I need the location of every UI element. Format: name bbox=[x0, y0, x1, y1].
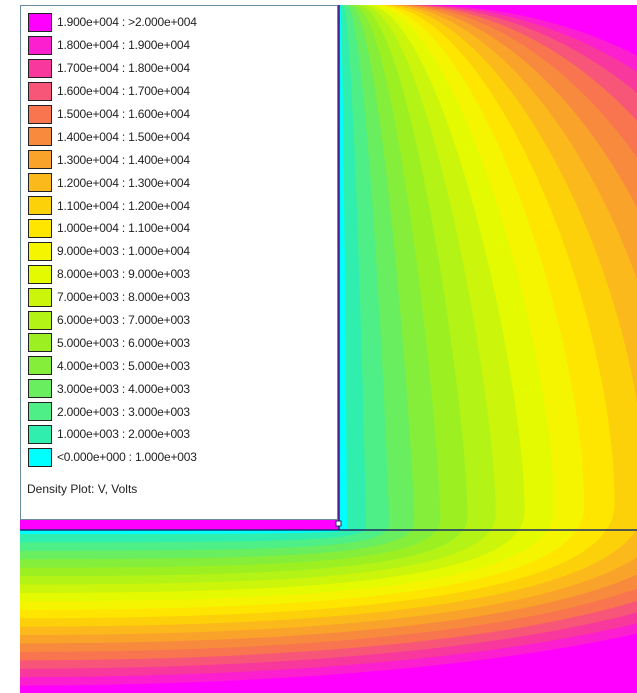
legend-item: 1.700e+004 : 1.800e+004 bbox=[28, 57, 197, 80]
legend-swatch bbox=[28, 424, 52, 444]
legend-item: 6.000e+003 : 7.000e+003 bbox=[28, 309, 197, 332]
legend-item: 1.500e+004 : 1.600e+004 bbox=[28, 103, 197, 126]
legend-item: 5.000e+003 : 6.000e+003 bbox=[28, 331, 197, 354]
legend-label: 1.800e+004 : 1.900e+004 bbox=[57, 38, 190, 53]
legend-label: 1.600e+004 : 1.700e+004 bbox=[57, 84, 190, 99]
legend-label: <0.000e+000 : 1.000e+003 bbox=[57, 450, 197, 465]
legend-item: 1.100e+004 : 1.200e+004 bbox=[28, 194, 197, 217]
legend-label: 8.000e+003 : 9.000e+003 bbox=[57, 267, 190, 282]
plot-caption: Density Plot: V, Volts bbox=[27, 482, 138, 496]
legend-swatch bbox=[28, 287, 52, 307]
legend-label: 1.000e+003 : 2.000e+003 bbox=[57, 427, 190, 442]
legend-item: <0.000e+000 : 1.000e+003 bbox=[28, 446, 197, 469]
legend-swatch bbox=[28, 310, 52, 330]
legend-swatch bbox=[28, 333, 52, 353]
legend-swatch bbox=[28, 447, 52, 467]
legend-item: 1.800e+004 : 1.900e+004 bbox=[28, 34, 197, 57]
legend-label: 1.100e+004 : 1.200e+004 bbox=[57, 198, 190, 213]
legend-label: 6.000e+003 : 7.000e+003 bbox=[57, 313, 190, 328]
legend-item: 3.000e+003 : 4.000e+003 bbox=[28, 377, 197, 400]
legend-swatch bbox=[28, 356, 52, 376]
potential-field-bands bbox=[20, 5, 637, 693]
legend-label: 1.300e+004 : 1.400e+004 bbox=[57, 152, 190, 167]
legend-item: 8.000e+003 : 9.000e+003 bbox=[28, 263, 197, 286]
legend-item: 7.000e+003 : 8.000e+003 bbox=[28, 286, 197, 309]
legend-label: 7.000e+003 : 8.000e+003 bbox=[57, 290, 190, 305]
legend-label: 2.000e+003 : 3.000e+003 bbox=[57, 404, 190, 419]
legend-label: 5.000e+003 : 6.000e+003 bbox=[57, 335, 190, 350]
legend-swatch bbox=[28, 104, 52, 124]
corner-node-marker bbox=[335, 520, 342, 527]
legend-label: 4.000e+003 : 5.000e+003 bbox=[57, 358, 190, 373]
legend-item: 1.200e+004 : 1.300e+004 bbox=[28, 171, 197, 194]
legend-swatch bbox=[28, 218, 52, 238]
legend-label: 1.000e+004 : 1.100e+004 bbox=[57, 221, 190, 236]
legend-swatch bbox=[28, 196, 52, 216]
legend-item: 1.300e+004 : 1.400e+004 bbox=[28, 148, 197, 171]
legend-swatch bbox=[28, 12, 52, 32]
legend-swatch bbox=[28, 127, 52, 147]
legend-label: 1.200e+004 : 1.300e+004 bbox=[57, 175, 190, 190]
legend-swatch bbox=[28, 35, 52, 55]
legend-item: 1.600e+004 : 1.700e+004 bbox=[28, 80, 197, 103]
legend-swatch bbox=[28, 379, 52, 399]
legend-item: 1.000e+003 : 2.000e+003 bbox=[28, 423, 197, 446]
legend-label: 9.000e+003 : 1.000e+004 bbox=[57, 244, 190, 259]
legend-swatch bbox=[28, 81, 52, 101]
legend-item: 1.900e+004 : >2.000e+004 bbox=[28, 11, 197, 34]
legend-swatch bbox=[28, 241, 52, 261]
legend-swatch bbox=[28, 173, 52, 193]
legend-list: 1.900e+004 : >2.000e+004 1.800e+004 : 1.9… bbox=[28, 11, 197, 469]
legend-item: 1.000e+004 : 1.100e+004 bbox=[28, 217, 197, 240]
legend-label: 3.000e+003 : 4.000e+003 bbox=[57, 381, 190, 396]
legend-item: 9.000e+003 : 1.000e+004 bbox=[28, 240, 197, 263]
legend-label: 1.900e+004 : >2.000e+004 bbox=[57, 15, 197, 30]
legend-swatch bbox=[28, 150, 52, 170]
legend-panel: 1.900e+004 : >2.000e+004 1.800e+004 : 1.9… bbox=[20, 5, 338, 520]
legend-swatch bbox=[28, 264, 52, 284]
legend-item: 1.400e+004 : 1.500e+004 bbox=[28, 125, 197, 148]
legend-label: 1.400e+004 : 1.500e+004 bbox=[57, 129, 190, 144]
legend-item: 2.000e+003 : 3.000e+003 bbox=[28, 400, 197, 423]
legend-swatch bbox=[28, 58, 52, 78]
legend-item: 4.000e+003 : 5.000e+003 bbox=[28, 354, 197, 377]
legend-label: 1.500e+004 : 1.600e+004 bbox=[57, 107, 190, 121]
legend-label: 1.700e+004 : 1.800e+004 bbox=[57, 61, 190, 76]
legend-swatch bbox=[28, 402, 52, 422]
